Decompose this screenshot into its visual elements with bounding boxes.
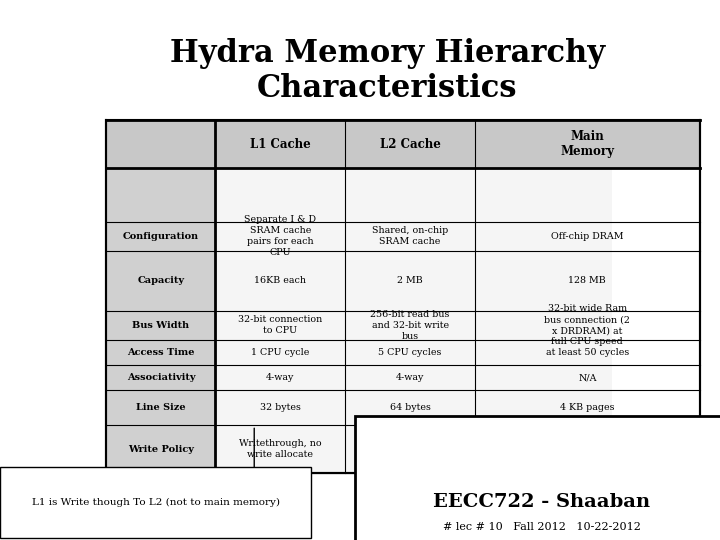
- FancyBboxPatch shape: [215, 340, 345, 365]
- FancyBboxPatch shape: [107, 168, 215, 222]
- FancyBboxPatch shape: [107, 365, 215, 390]
- Text: N/A: N/A: [271, 469, 289, 477]
- Text: # lec # 10   Fall 2012   10-22-2012: # lec # 10 Fall 2012 10-22-2012: [443, 522, 641, 531]
- Text: Write Policy: Write Policy: [128, 445, 194, 454]
- Text: 1 CPU cycle: 1 CPU cycle: [251, 348, 310, 357]
- FancyBboxPatch shape: [107, 340, 215, 365]
- FancyBboxPatch shape: [107, 311, 215, 340]
- Text: Includes all
cached data: Includes all cached data: [558, 463, 616, 483]
- FancyBboxPatch shape: [475, 311, 612, 340]
- FancyBboxPatch shape: [475, 168, 612, 222]
- FancyBboxPatch shape: [345, 251, 475, 311]
- FancyBboxPatch shape: [215, 251, 345, 311]
- Text: at least 50 cycles: at least 50 cycles: [546, 348, 629, 357]
- Text: 32 bytes: 32 bytes: [260, 403, 301, 413]
- Text: Configuration: Configuration: [123, 232, 199, 241]
- Text: 2 MB: 2 MB: [397, 276, 423, 285]
- FancyBboxPatch shape: [345, 222, 475, 251]
- FancyBboxPatch shape: [345, 340, 475, 365]
- FancyBboxPatch shape: [345, 311, 475, 340]
- Text: Hydra Memory Hierarchy
Characteristics: Hydra Memory Hierarchy Characteristics: [170, 37, 605, 104]
- Text: 128 MB: 128 MB: [569, 276, 606, 285]
- Text: 5 CPU cycles: 5 CPU cycles: [379, 348, 442, 357]
- FancyBboxPatch shape: [215, 390, 345, 426]
- FancyBboxPatch shape: [475, 365, 612, 390]
- FancyBboxPatch shape: [475, 426, 612, 473]
- Text: Separate I & D
SRAM cache
pairs for each
CPU: Separate I & D SRAM cache pairs for each…: [244, 215, 316, 258]
- Text: 4-way: 4-way: [396, 373, 424, 382]
- Text: Writeback, allo-
cate on writes: Writeback, allo- cate on writes: [372, 439, 448, 460]
- Text: Access Time: Access Time: [127, 348, 194, 357]
- Text: N/A: N/A: [578, 373, 597, 382]
- FancyBboxPatch shape: [475, 222, 612, 251]
- FancyBboxPatch shape: [215, 168, 345, 222]
- Text: Inclusion: Inclusion: [135, 469, 186, 477]
- FancyBboxPatch shape: [345, 365, 475, 390]
- FancyBboxPatch shape: [107, 426, 215, 473]
- Text: Associativity: Associativity: [127, 373, 195, 382]
- Text: EECC722 - Shaaban: EECC722 - Shaaban: [433, 494, 650, 511]
- FancyBboxPatch shape: [345, 426, 475, 473]
- Text: 32-bit connection
to CPU: 32-bit connection to CPU: [238, 315, 323, 335]
- Text: L1 is Write though To L2 (not to main memory): L1 is Write though To L2 (not to main me…: [32, 498, 279, 507]
- FancyBboxPatch shape: [215, 426, 345, 473]
- FancyBboxPatch shape: [475, 340, 612, 365]
- Text: Line Size: Line Size: [136, 403, 186, 413]
- Text: Main
Memory: Main Memory: [560, 130, 614, 158]
- FancyBboxPatch shape: [475, 251, 612, 311]
- FancyBboxPatch shape: [107, 251, 215, 311]
- FancyBboxPatch shape: [475, 390, 612, 426]
- Text: Off-chip DRAM: Off-chip DRAM: [551, 232, 624, 241]
- Text: Inclusion
enforced by L2
on L1 caches: Inclusion enforced by L2 on L1 caches: [374, 457, 446, 489]
- FancyBboxPatch shape: [107, 120, 700, 168]
- Text: Shared, on-chip
SRAM cache: Shared, on-chip SRAM cache: [372, 226, 449, 246]
- Text: "Writeback" (vir-
tual memory): "Writeback" (vir- tual memory): [547, 439, 628, 460]
- Text: 4 KB pages: 4 KB pages: [560, 403, 615, 413]
- FancyBboxPatch shape: [107, 222, 215, 251]
- FancyBboxPatch shape: [345, 390, 475, 426]
- Text: 64 bytes: 64 bytes: [390, 403, 431, 413]
- Text: 32-bit wide Ram
bus connection (2
x DRDRAM) at
full CPU speed: 32-bit wide Ram bus connection (2 x DRDR…: [544, 304, 630, 347]
- FancyBboxPatch shape: [107, 390, 215, 426]
- FancyBboxPatch shape: [345, 168, 475, 222]
- Text: L2 Cache: L2 Cache: [379, 138, 441, 151]
- Text: Capacity: Capacity: [138, 276, 184, 285]
- Text: 16KB each: 16KB each: [254, 276, 306, 285]
- Text: 256-bit read bus
and 32-bit write
bus: 256-bit read bus and 32-bit write bus: [370, 310, 450, 341]
- Text: L1 Cache: L1 Cache: [250, 138, 310, 151]
- Text: 4-way: 4-way: [266, 373, 294, 382]
- Text: Writethrough, no
write allocate: Writethrough, no write allocate: [239, 439, 322, 460]
- FancyBboxPatch shape: [215, 222, 345, 251]
- FancyBboxPatch shape: [215, 365, 345, 390]
- Text: Bus Width: Bus Width: [132, 321, 189, 330]
- FancyBboxPatch shape: [215, 311, 345, 340]
